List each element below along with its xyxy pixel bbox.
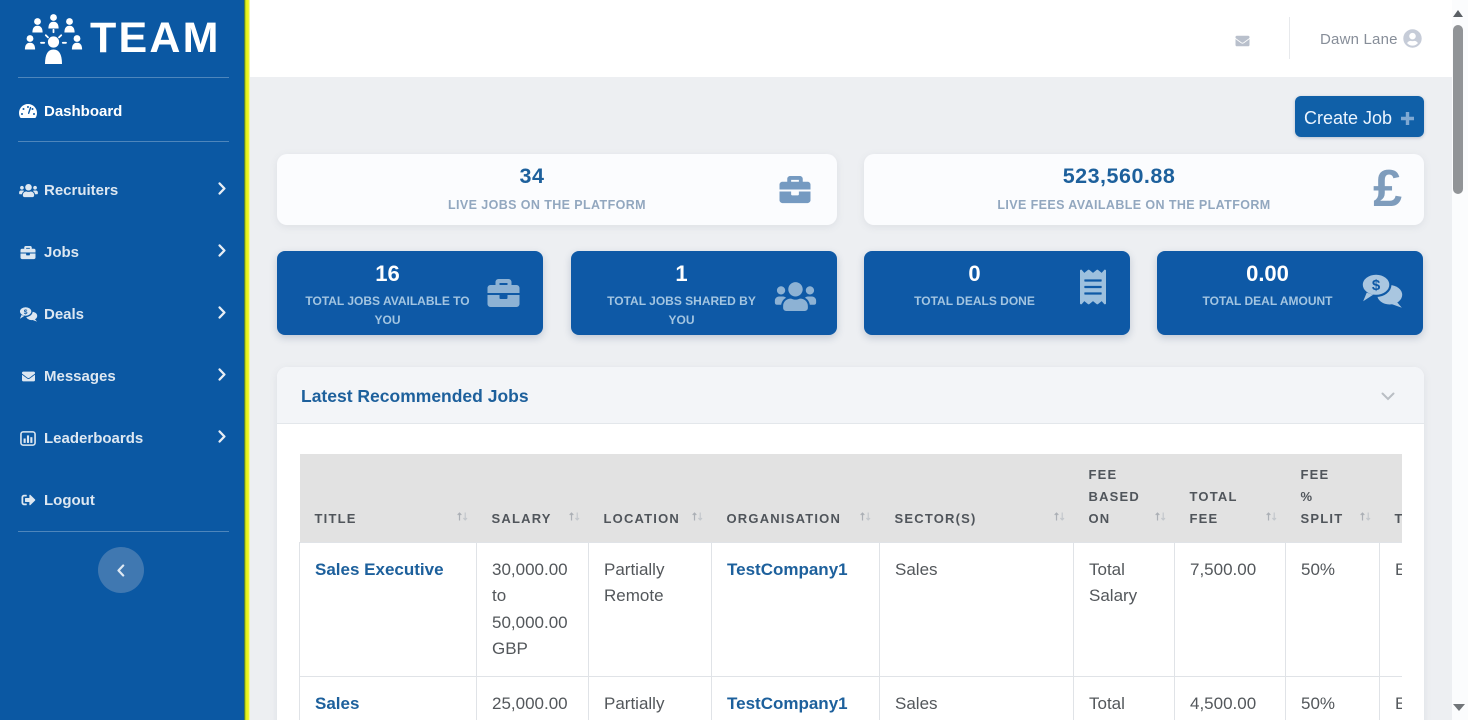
svg-text:$: $	[23, 309, 27, 316]
svg-text:$: $	[1372, 277, 1381, 294]
